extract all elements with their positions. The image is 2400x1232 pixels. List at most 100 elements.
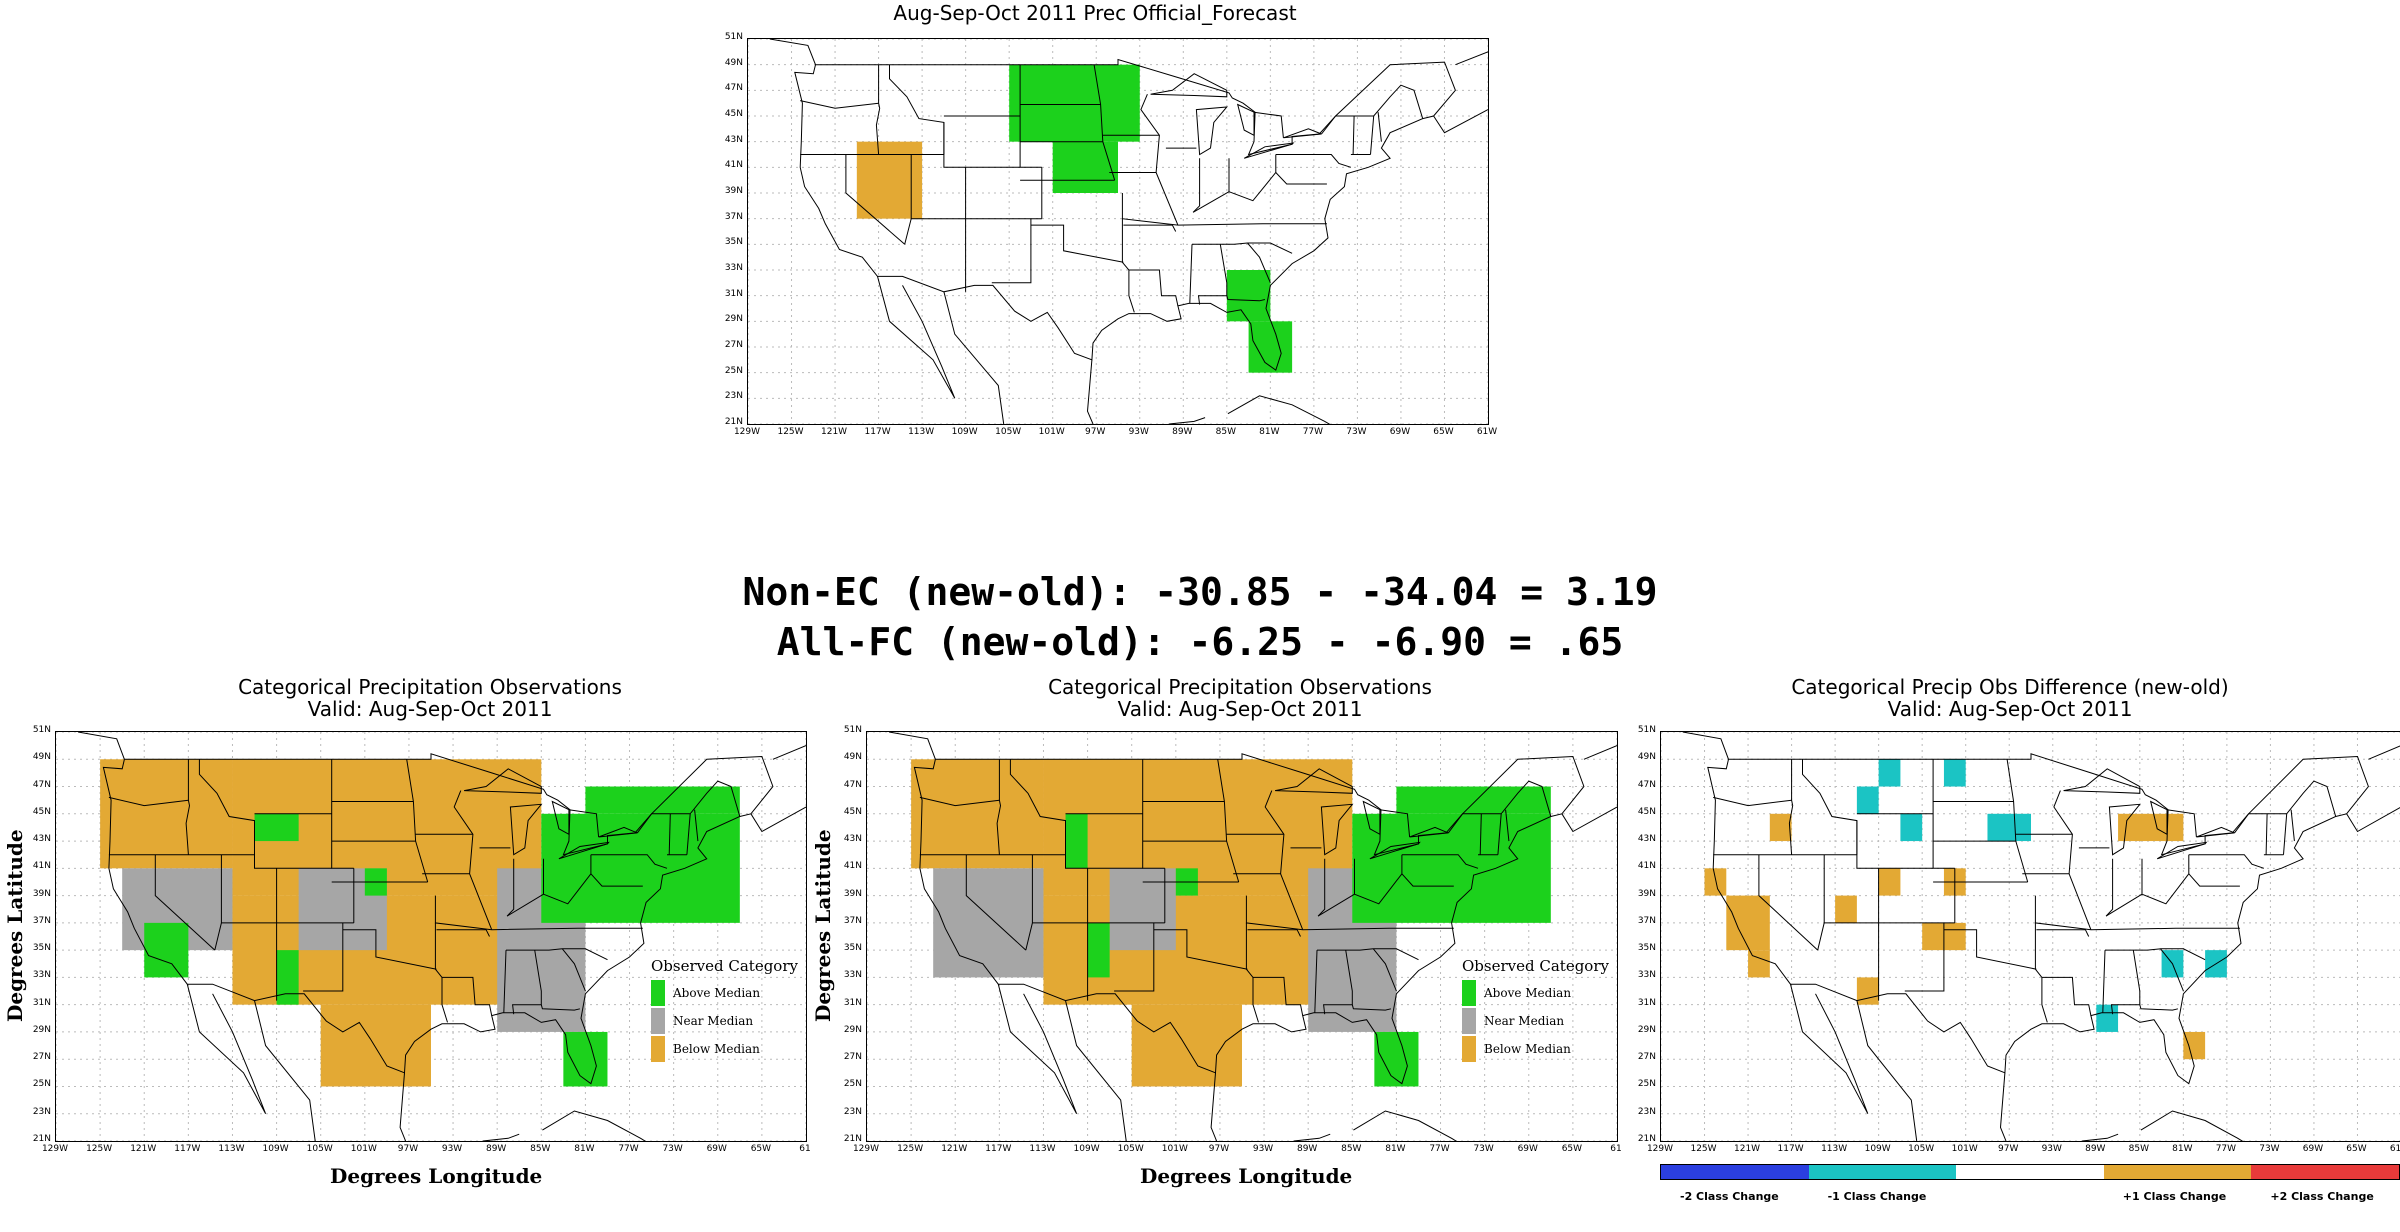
state-border <box>1153 929 1248 970</box>
lon-tick-label: 61W <box>1476 427 1498 437</box>
color-bar-segment <box>1956 1165 2104 1179</box>
diff-title-line1: Categorical Precip Obs Difference (new-o… <box>1791 675 2229 699</box>
lon-tick-label: 81W <box>1259 427 1280 437</box>
state-border <box>108 796 189 807</box>
canada-coast <box>568 809 600 838</box>
state-border <box>996 759 1002 855</box>
legend-swatch <box>651 980 665 1006</box>
us-border <box>1707 753 2337 1085</box>
legend-label: Below Median <box>1484 1042 1571 1056</box>
lon-tick-label: 77W <box>618 1144 639 1154</box>
state-border <box>2105 893 2143 917</box>
great-lake <box>1150 73 1228 98</box>
state-border <box>2110 950 2141 1015</box>
state-border <box>2053 790 2092 930</box>
lon-tick-label: 109W <box>951 427 978 437</box>
state-border <box>1030 224 1124 263</box>
lon-tick-label: 69W <box>706 1144 727 1154</box>
state-border <box>2283 813 2288 855</box>
canada-coast <box>1561 806 1617 833</box>
canada-coast <box>2346 806 2400 833</box>
map-canvas <box>748 39 1488 424</box>
category-cell-above <box>1396 786 1551 814</box>
state-border <box>1802 759 1858 855</box>
lon-tick-label: 105W <box>306 1144 333 1154</box>
canada-coast <box>772 745 806 760</box>
canada-coast <box>2166 809 2197 838</box>
lat-tick-label: 31N <box>843 997 862 1008</box>
lat-tick-label: 35N <box>32 943 51 954</box>
legend-swatch <box>1462 1036 1476 1062</box>
state-border <box>1140 94 1179 226</box>
lon-tick-label: 105W <box>1908 1144 1935 1154</box>
category-cell-above <box>144 922 189 978</box>
lon-tick-label: 89W <box>2085 1144 2106 1154</box>
category-cell-minus1 <box>1878 759 1901 787</box>
lon-tick-label: 101W <box>1038 427 1065 437</box>
lat-tick-label: 49N <box>843 752 862 763</box>
category-cell-plus1 <box>1835 895 1857 923</box>
lat-tick-label: 29N <box>843 1024 862 1035</box>
lat-tick-label: 25N <box>843 1079 862 1090</box>
legend-item: Below Median <box>651 1035 798 1063</box>
mexico-coast <box>186 984 267 1114</box>
lon-tick-label: 61 <box>799 1144 811 1154</box>
mexico-coast <box>1065 1000 1127 1141</box>
lon-tick-label: 73W <box>2259 1144 2280 1154</box>
category-cell-minus1 <box>1987 813 2031 842</box>
state-border <box>1065 820 1143 869</box>
mexico-coast <box>943 291 1005 424</box>
state-border <box>303 922 344 992</box>
lat-tick-label: 41N <box>32 861 51 872</box>
canada-coast <box>1253 111 1284 138</box>
lon-tick-label: 85W <box>1341 1144 1362 1154</box>
map-canvas <box>867 732 1617 1141</box>
lon-tick-label: 73W <box>662 1144 683 1154</box>
legend-label: Near Median <box>1484 1014 1565 1028</box>
lon-tick-label: 65W <box>750 1144 772 1154</box>
lon-tick-label: 109W <box>262 1144 289 1154</box>
state-border <box>1302 927 1454 931</box>
lon-tick-label: 101W <box>1951 1144 1978 1154</box>
obs-map-1: Observed Category Above Median Near Median… <box>55 731 807 1142</box>
lat-tick-label: 29N <box>724 314 743 325</box>
lat-tick-label: 33N <box>32 970 51 981</box>
state-border <box>1177 223 1327 226</box>
mexico-coast <box>1086 359 1094 424</box>
mexico-coast <box>1293 1133 1331 1141</box>
color-bar-segment <box>2251 1165 2399 1179</box>
diff-title-line2: Valid: Aug-Sep-Oct 2011 <box>1887 697 2133 721</box>
state-border <box>2141 854 2190 905</box>
state-border <box>1817 854 1825 951</box>
lat-tick-label: 49N <box>32 752 51 763</box>
map-canvas <box>56 732 806 1141</box>
color-bar-label: +2 Class Change <box>2270 1190 2374 1203</box>
lat-tick-label: 31N <box>1637 997 1656 1008</box>
lat-tick-label: 47N <box>1637 779 1656 790</box>
obs1-title-line1: Categorical Precipitation Observations <box>238 675 622 699</box>
lat-tick-label: 21N <box>843 1134 862 1144</box>
state-border <box>1479 813 1482 855</box>
state-border <box>919 796 1000 807</box>
lon-tick-label: 101W <box>1161 1144 1188 1154</box>
lat-tick-label: 45N <box>32 806 51 817</box>
lat-tick-label: 49N <box>1637 752 1656 763</box>
lat-tick-label: 47N <box>32 779 51 790</box>
state-border <box>185 759 191 855</box>
lon-tick-label: 97W <box>1998 1144 2019 1154</box>
legend-item: Near Median <box>1462 1007 1609 1035</box>
lat-tick-label: 23N <box>843 1106 862 1117</box>
state-border <box>2034 895 2091 931</box>
state-border <box>506 858 515 917</box>
canada-coast <box>1379 809 1411 838</box>
mexico-coast <box>1790 984 1869 1114</box>
category-cell-plus1 <box>1769 813 1792 842</box>
lon-tick-label: 125W <box>777 427 804 437</box>
lon-tick-label: 121W <box>1734 1144 1761 1154</box>
lon-tick-label: 61 <box>1610 1144 1622 1154</box>
great-lake <box>1236 103 1255 137</box>
observed-category-legend: Observed Category Above Median Near Median… <box>651 957 798 1063</box>
lon-tick-label: 117W <box>1777 1144 1804 1154</box>
category-cell-plus1 <box>1856 977 1879 1005</box>
lat-tick-label: 21N <box>1637 1134 1656 1144</box>
